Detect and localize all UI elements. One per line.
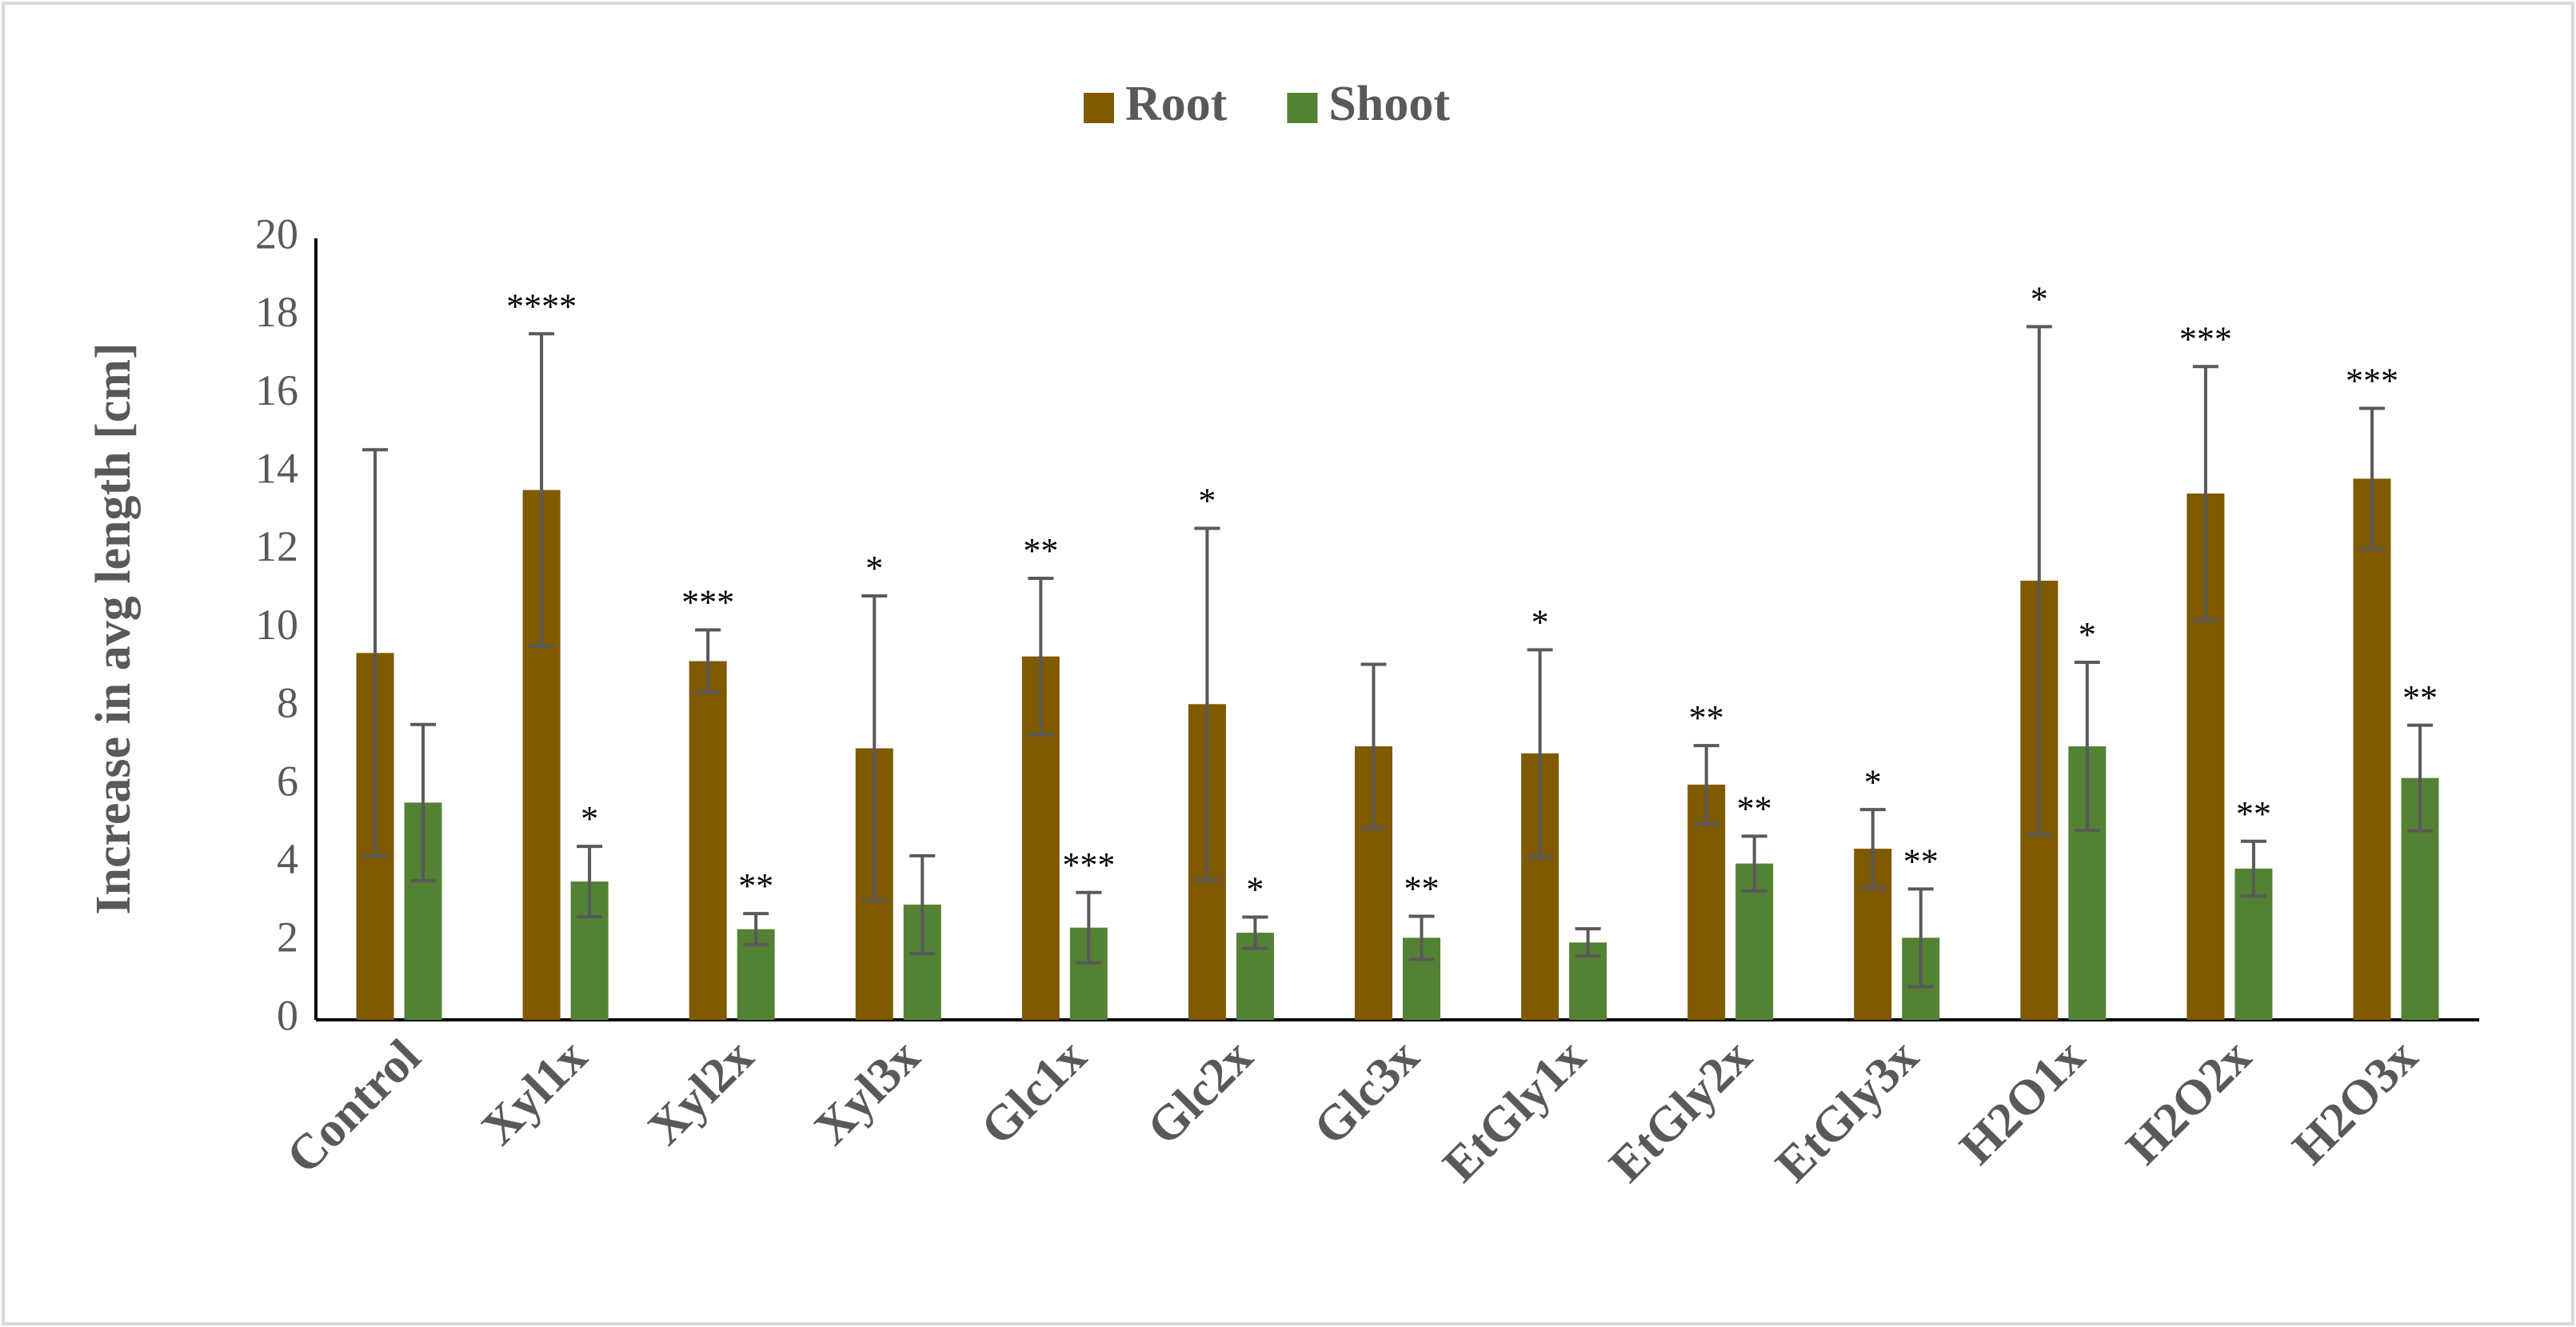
y-tick-label: 2: [277, 913, 298, 961]
y-tick-label: 14: [255, 444, 298, 492]
significance-label: ****: [506, 286, 577, 326]
significance-label: **: [2402, 678, 2438, 717]
significance-label: **: [1023, 531, 1058, 570]
bar: [689, 661, 727, 1020]
significance-label: ***: [681, 583, 734, 622]
legend-swatch: [1287, 93, 1318, 123]
significance-label: *: [2031, 279, 2048, 318]
significance-label: *: [1198, 482, 1216, 521]
significance-label: ***: [2179, 319, 2232, 358]
y-tick-label: 12: [255, 522, 298, 570]
significance-label: *: [865, 549, 883, 588]
significance-label: *: [1246, 870, 1264, 909]
y-tick-label: 6: [277, 757, 298, 805]
significance-label: **: [1737, 789, 1772, 828]
y-axis-title: Increase in avg length [cm]: [86, 342, 141, 914]
significance-label: *: [1532, 602, 1549, 642]
y-tick-label: 4: [277, 835, 298, 883]
legend-swatch: [1084, 93, 1114, 123]
y-tick-label: 16: [255, 366, 298, 414]
significance-label: **: [738, 866, 773, 905]
significance-label: **: [1903, 841, 1939, 881]
significance-label: ***: [2346, 362, 2398, 401]
y-tick-label: 8: [277, 679, 298, 727]
significance-label: ***: [1062, 845, 1115, 885]
y-tick-label: 0: [277, 991, 298, 1039]
y-tick-label: 10: [255, 601, 298, 649]
significance-label: **: [1404, 869, 1440, 909]
significance-label: **: [1689, 698, 1724, 737]
legend-label: Root: [1125, 77, 1228, 131]
significance-label: *: [1864, 762, 1882, 801]
y-tick-label: 20: [255, 210, 298, 258]
significance-label: *: [581, 799, 598, 838]
legend-label: Shoot: [1328, 77, 1450, 131]
bar: [2353, 478, 2391, 1020]
significance-label: **: [2236, 794, 2271, 833]
significance-label: *: [2079, 615, 2096, 654]
y-tick-label: 18: [255, 288, 298, 336]
